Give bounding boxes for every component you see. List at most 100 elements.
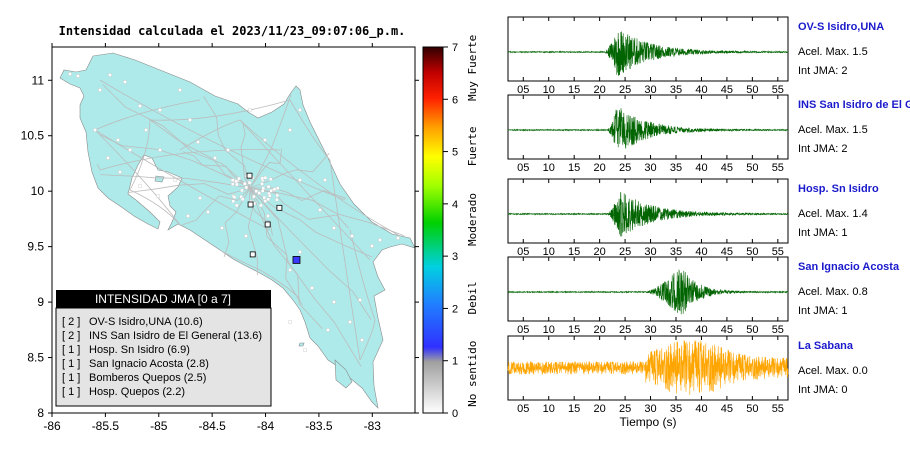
minor-station-marker	[350, 234, 354, 238]
colorbar-category-label: Fuerte	[466, 126, 479, 166]
map-frame	[51, 46, 416, 414]
minor-station-marker	[231, 182, 235, 186]
colorbar-category-label: No sentido	[466, 341, 479, 407]
legend-items: [ 2 ] OV-S Isidro,UNA (10.6) [ 2 ] INS San …	[62, 316, 262, 398]
minor-station-marker	[263, 176, 268, 180]
minor-station-marker	[158, 108, 162, 112]
map-y-tick-label: 8.5	[27, 351, 44, 365]
road	[249, 187, 372, 320]
legend-item-level: [ 1 ]	[62, 386, 80, 398]
minor-station-marker	[323, 178, 327, 182]
minor-station-marker	[173, 178, 177, 182]
station-name: San Ignacio Acosta	[798, 261, 900, 273]
waveform-x-tick-label: 05	[517, 403, 529, 415]
road	[99, 79, 346, 201]
legend-item-level: [ 1 ]	[62, 344, 80, 356]
legend-title: INTENSIDAD JMA [0 a 7]	[95, 292, 231, 306]
minor-station-marker	[196, 140, 200, 144]
road	[148, 118, 251, 189]
minor-station-marker	[243, 182, 247, 186]
colorbar-tick-label: 1	[452, 356, 458, 368]
waveform-x-tick-label: 40	[695, 246, 707, 258]
colorbar-tick-label: 5	[452, 147, 458, 159]
waveform-trace	[507, 108, 789, 149]
road	[249, 148, 282, 189]
station-marker	[264, 221, 271, 228]
isla-chira	[154, 175, 165, 183]
minor-station-marker	[220, 226, 224, 230]
waveform-x-tick-label: 35	[670, 324, 682, 336]
minor-station-marker	[206, 210, 210, 214]
minor-station-marker	[98, 88, 102, 92]
road	[182, 187, 251, 226]
road	[240, 122, 251, 189]
map-panel: -86 -85.5 -85 -84.5 -84 -83.5 -83 11 10.5 10 9.5 9…	[21, 43, 419, 433]
waveform-x-tick-label: 50	[746, 84, 758, 96]
road	[129, 189, 181, 226]
legend-box: INTENSIDAD JMA [0 a 7] [ 2 ] OV-S Isidro,…	[55, 290, 272, 407]
station-marker	[247, 201, 254, 208]
map-y-tick-label: 10.5	[21, 129, 45, 143]
minor-station-marker	[266, 184, 271, 189]
minor-station-marker	[303, 348, 307, 352]
minor-station-marker	[298, 250, 302, 254]
minor-station-marker	[188, 118, 192, 122]
minor-station-marker	[252, 194, 256, 199]
minor-station-marker	[260, 182, 264, 186]
road	[94, 129, 181, 226]
road	[96, 163, 101, 171]
waveform-x-tick-label: 15	[568, 403, 580, 415]
legend-item-level: [ 1 ]	[62, 358, 80, 370]
waveform-x-tick-label: 30	[644, 246, 656, 258]
colorbar-tick-label: 7	[452, 42, 458, 54]
minor-station-marker	[348, 320, 352, 324]
waveform-x-tick-label: 55	[772, 324, 784, 336]
road	[182, 151, 251, 189]
colorbar-category-labels: No sentido Debil Moderado Fuerte Muy Fuerte	[466, 35, 479, 407]
waveform-panel: 05 10 15 20 25 30 35 40 45 50 55 San Ignacio Acosta…	[507, 256, 900, 336]
waveform-x-tick-label: 25	[619, 84, 631, 96]
colorbar-tick-label: 3	[452, 251, 458, 263]
minor-station-marker	[226, 148, 230, 152]
waveform-x-tick-label: 50	[746, 403, 758, 415]
minor-station-marker	[68, 72, 72, 76]
waveform-x-tick-label: 35	[670, 246, 682, 258]
station-marker	[249, 251, 256, 258]
waveform-trace	[507, 191, 789, 237]
minor-station-marker	[234, 203, 239, 208]
waveform-x-tick-label: 25	[619, 246, 631, 258]
road	[129, 119, 151, 191]
road	[100, 174, 251, 189]
map-y-tick-label: 11	[32, 73, 45, 87]
waveform-x-tick-label: 50	[746, 246, 758, 258]
map-y-tick-label: 9	[37, 295, 44, 309]
colorbar-gradient	[422, 46, 444, 414]
legend-item-label: OV-S Isidro,UNA (10.6)	[89, 316, 203, 328]
intensity-label: Int JMA: 0	[798, 384, 848, 396]
accel-max-label: Acel. Max. 0.0	[798, 365, 868, 377]
map-x-tick-label: -84.5	[198, 419, 226, 433]
minor-station-marker	[106, 156, 110, 160]
waveform-x-tick-label: 20	[594, 84, 606, 96]
waveform-x-tick-label: 10	[543, 324, 555, 336]
minor-station-marker	[275, 193, 279, 198]
minor-station-marker	[248, 108, 252, 112]
road	[94, 129, 271, 231]
minor-station-markers	[68, 72, 400, 352]
station-name: OV-S Isidro,UNA	[798, 21, 884, 33]
waveform-x-tick-label: 55	[772, 162, 784, 174]
minor-station-marker	[198, 196, 202, 200]
road	[127, 183, 251, 195]
waveform-x-tick-label: 05	[517, 162, 529, 174]
waveform-trace	[507, 269, 789, 315]
waveform-trace	[507, 340, 789, 395]
waveform-x-tick-label: 10	[543, 403, 555, 415]
waveform-x-tick-label: 30	[644, 162, 656, 174]
minor-station-marker	[288, 128, 292, 132]
time-axis-label: Tiempo (s)	[620, 415, 677, 429]
minor-station-marker	[263, 199, 267, 203]
road	[203, 95, 251, 189]
intensity-label: Int JMA: 1	[798, 305, 848, 317]
legend-item-label: San Ignacio Acosta (2.8)	[89, 358, 209, 370]
legend-item-label: Hosp. Sn Isidro (6.9)	[89, 344, 190, 356]
